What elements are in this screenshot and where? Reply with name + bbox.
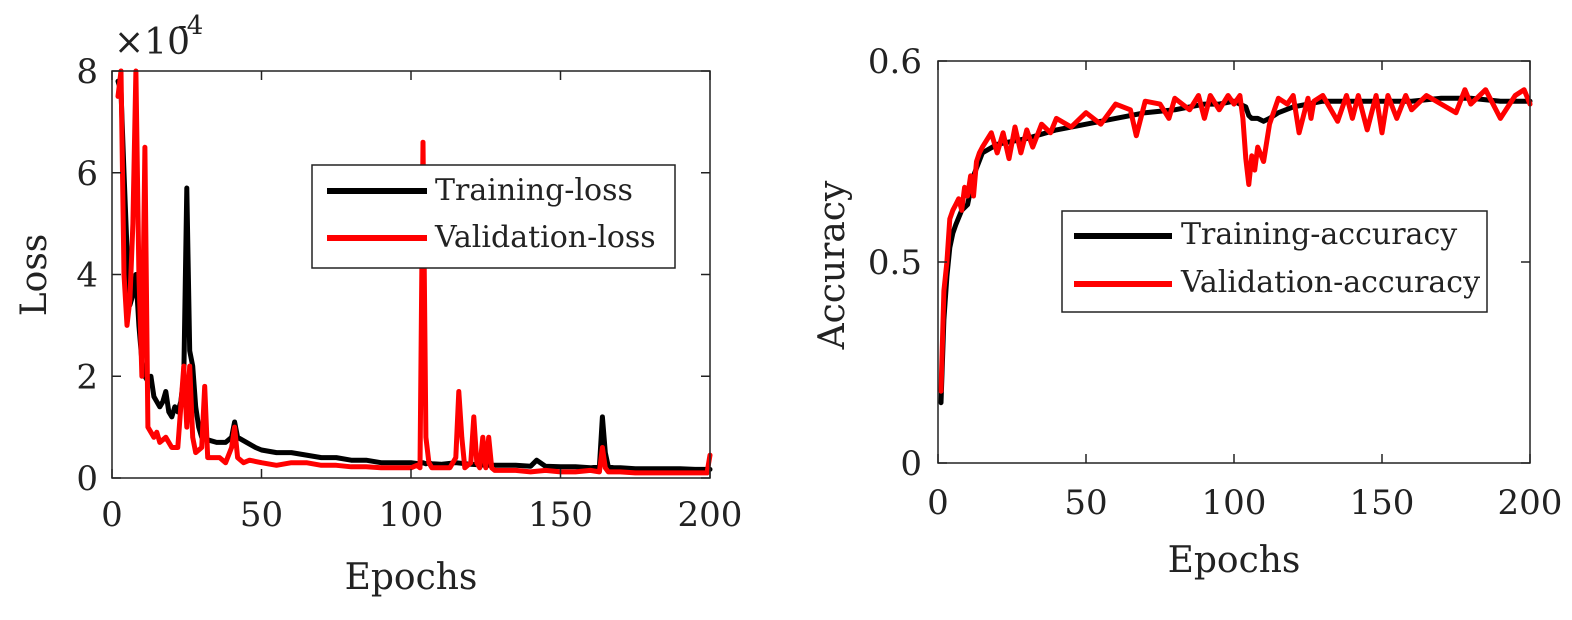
accuracy-chart: 0 50 100 150 200 0 0.5 0.6 Epochs Accuracy Trai…: [812, 42, 1562, 581]
loss-plot-frame: [111, 70, 711, 479]
accuracy-x-tick-label: 200: [1498, 483, 1563, 523]
loss-series-line-training-loss: [115, 78, 713, 472]
loss-x-tick-label: 200: [678, 495, 743, 535]
loss-series-group: [115, 68, 713, 476]
accuracy-y-tick-label: 0.5: [868, 243, 922, 283]
loss-y-axis-label: Loss: [14, 234, 55, 317]
accuracy-y-tick-label: 0.6: [868, 42, 922, 82]
loss-plot-area: [112, 71, 710, 478]
accuracy-x-axis-label: Epochs: [1168, 540, 1301, 581]
accuracy-legend-box: [1061, 210, 1488, 313]
loss-chart: 0 50 100 150 200 0 2 4 6 8 ×10 -4 Epochs Loss Tra…: [14, 11, 742, 598]
loss-y-tick-label: 2: [76, 357, 98, 397]
accuracy-legend-label-validation: Validation-accuracy: [1180, 265, 1480, 300]
loss-x-tick-label: 50: [240, 495, 283, 535]
loss-ticks: 0 50 100 150 200 0 2 4 6 8: [76, 52, 742, 535]
loss-legend-box: [311, 164, 676, 269]
loss-exponent-power: -4: [178, 11, 203, 41]
loss-series-line-validation-loss: [115, 68, 713, 476]
loss-y-tick-label: 0: [76, 459, 98, 499]
loss-x-tick-label: 150: [528, 495, 593, 535]
accuracy-y-axis-label: Accuracy: [812, 180, 853, 350]
accuracy-series-line-validation-accuracy: [938, 87, 1533, 394]
accuracy-legend-label-training: Training-accuracy: [1181, 217, 1457, 252]
accuracy-x-tick-label: 100: [1202, 483, 1267, 523]
accuracy-ticks: 0 50 100 150 200 0 0.5 0.6: [868, 42, 1563, 523]
loss-y-tick-label: 4: [76, 256, 98, 296]
accuracy-plot-frame: [937, 60, 1531, 464]
accuracy-x-tick-label: 50: [1064, 483, 1107, 523]
loss-x-axis-label: Epochs: [345, 557, 478, 598]
accuracy-legend: Training-accuracy Validation-accuracy: [1061, 210, 1488, 313]
loss-legend-label-validation: Validation-loss: [434, 220, 656, 255]
accuracy-y-tick-label: 0: [900, 444, 922, 484]
loss-exponent-label: ×10: [114, 22, 190, 63]
loss-y-tick-label: 8: [76, 52, 98, 92]
loss-y-tick-label: 6: [76, 154, 98, 194]
accuracy-x-tick-label: 0: [927, 483, 949, 523]
accuracy-series-group: [938, 87, 1533, 406]
accuracy-x-tick-label: 150: [1350, 483, 1415, 523]
loss-legend-label-training: Training-loss: [435, 173, 633, 208]
loss-x-tick-label: 100: [379, 495, 444, 535]
loss-legend: Training-loss Validation-loss: [311, 164, 676, 269]
loss-x-tick-label: 0: [101, 495, 123, 535]
